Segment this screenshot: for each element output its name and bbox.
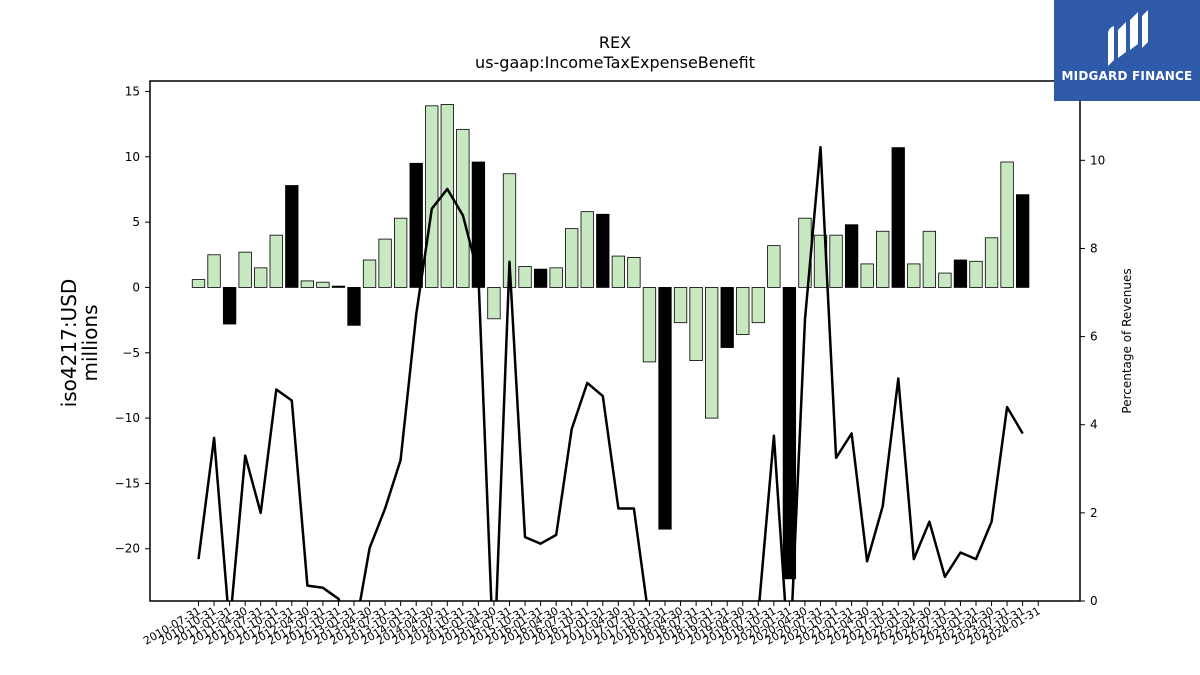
bar-2019-07-31 <box>751 287 765 324</box>
bar-2012-01-31 <box>285 185 299 288</box>
percentage-line <box>197 145 1024 601</box>
bar-2016-07-31 <box>565 228 579 288</box>
bar-2016-01-31 <box>533 268 548 288</box>
bar-2015-10-31 <box>518 266 532 288</box>
bar-2013-07-31 <box>378 238 392 288</box>
midgard-logo-icon <box>1108 10 1148 66</box>
bar-2015-01-31 <box>471 161 486 288</box>
y2-axis-label: Percentage of Revenues <box>1120 268 1134 413</box>
bar-2017-10-31 <box>642 287 657 363</box>
bar-series <box>191 104 1030 580</box>
bar-2021-04-30 <box>860 263 874 288</box>
bar-2018-07-31 <box>689 287 703 361</box>
y-axis-label-line1: iso4217:USD <box>57 279 81 408</box>
bar-2022-07-31 <box>938 272 952 288</box>
y2-axis-ticks: 0 2 4 6 8 10 <box>1080 153 1105 608</box>
bar-2012-04-30 <box>300 280 315 288</box>
bar-2017-01-31 <box>596 213 610 288</box>
y-axis-ticks: 15 10 5 0 −5 −10 −15 −20 <box>115 84 150 556</box>
y-axis-label-line2: millions <box>78 304 102 381</box>
bar-2014-01-31 <box>409 162 423 288</box>
bar-2010-10-31 <box>207 254 221 288</box>
plot-frame <box>149 80 1081 602</box>
y2-tick-label: 4 <box>1090 418 1098 432</box>
bar-2021-01-31 <box>844 224 859 288</box>
bar-2011-10-31 <box>269 234 283 288</box>
y2-tick-label: 8 <box>1090 241 1098 255</box>
bar-2011-01-31 <box>222 287 237 325</box>
brand-logo: MIDGARD FINANCE <box>1054 0 1200 101</box>
percentage-line-series <box>197 145 1024 601</box>
bar-2018-10-31 <box>705 287 719 419</box>
bar-2015-04-30 <box>487 287 501 320</box>
y-tick-label: −20 <box>115 542 140 556</box>
y-tick-label: −15 <box>115 476 140 490</box>
bar-2020-10-31 <box>829 234 843 288</box>
bar-2022-10-31 <box>953 259 968 288</box>
bar-2014-04-30 <box>425 105 439 288</box>
bar-2023-04-30 <box>984 237 999 288</box>
bar-2011-07-31 <box>254 267 268 288</box>
bar-2018-04-30 <box>673 287 688 324</box>
bar-2011-04-30 <box>238 251 252 288</box>
y2-tick-label: 2 <box>1090 506 1098 520</box>
bar-2018-01-31 <box>658 287 672 530</box>
bar-2019-01-31 <box>720 287 734 348</box>
bar-2019-04-30 <box>736 287 750 335</box>
y-tick-label: −10 <box>115 411 140 425</box>
bar-2023-10-31 <box>1016 194 1030 288</box>
bar-2016-10-31 <box>580 211 594 288</box>
chart-subtitle: us-gaap:IncomeTaxExpenseBenefit <box>475 53 755 72</box>
bar-2017-07-31 <box>627 256 641 288</box>
bar-2021-07-31 <box>876 230 890 288</box>
y-tick-label: 15 <box>125 84 140 98</box>
bar-2013-01-31 <box>347 287 361 326</box>
chart-title: REX <box>599 33 631 52</box>
y-tick-label: −5 <box>122 346 140 360</box>
bar-2013-04-30 <box>362 259 377 288</box>
brand-logo-text: MIDGARD FINANCE <box>1061 69 1193 83</box>
bar-2014-10-31 <box>456 128 470 288</box>
y-tick-label: 5 <box>132 215 140 229</box>
y2-tick-label: 0 <box>1090 594 1098 608</box>
bar-2016-04-30 <box>549 267 563 288</box>
bar-2012-10-31 <box>331 285 346 288</box>
bar-2017-04-30 <box>611 255 625 288</box>
bar-2010-07-31 <box>191 279 206 288</box>
y2-tick-label: 10 <box>1090 153 1105 167</box>
bar-2013-10-31 <box>393 217 408 288</box>
bar-2021-10-31 <box>891 147 905 288</box>
y-tick-label: 10 <box>125 150 140 164</box>
bar-2012-07-31 <box>316 281 330 288</box>
y-tick-label: 0 <box>132 280 140 294</box>
bar-2020-01-31 <box>782 287 797 580</box>
y2-tick-label: 6 <box>1090 330 1098 344</box>
bar-2023-07-31 <box>1000 161 1014 288</box>
bar-2019-10-31 <box>767 245 781 288</box>
bar-2022-01-31 <box>907 263 921 288</box>
x-axis-ticks: 2010-07-312010-10-312011-01-312011-04-30… <box>141 601 1043 648</box>
bar-2023-01-31 <box>969 260 983 288</box>
bar-2022-04-30 <box>922 230 936 288</box>
